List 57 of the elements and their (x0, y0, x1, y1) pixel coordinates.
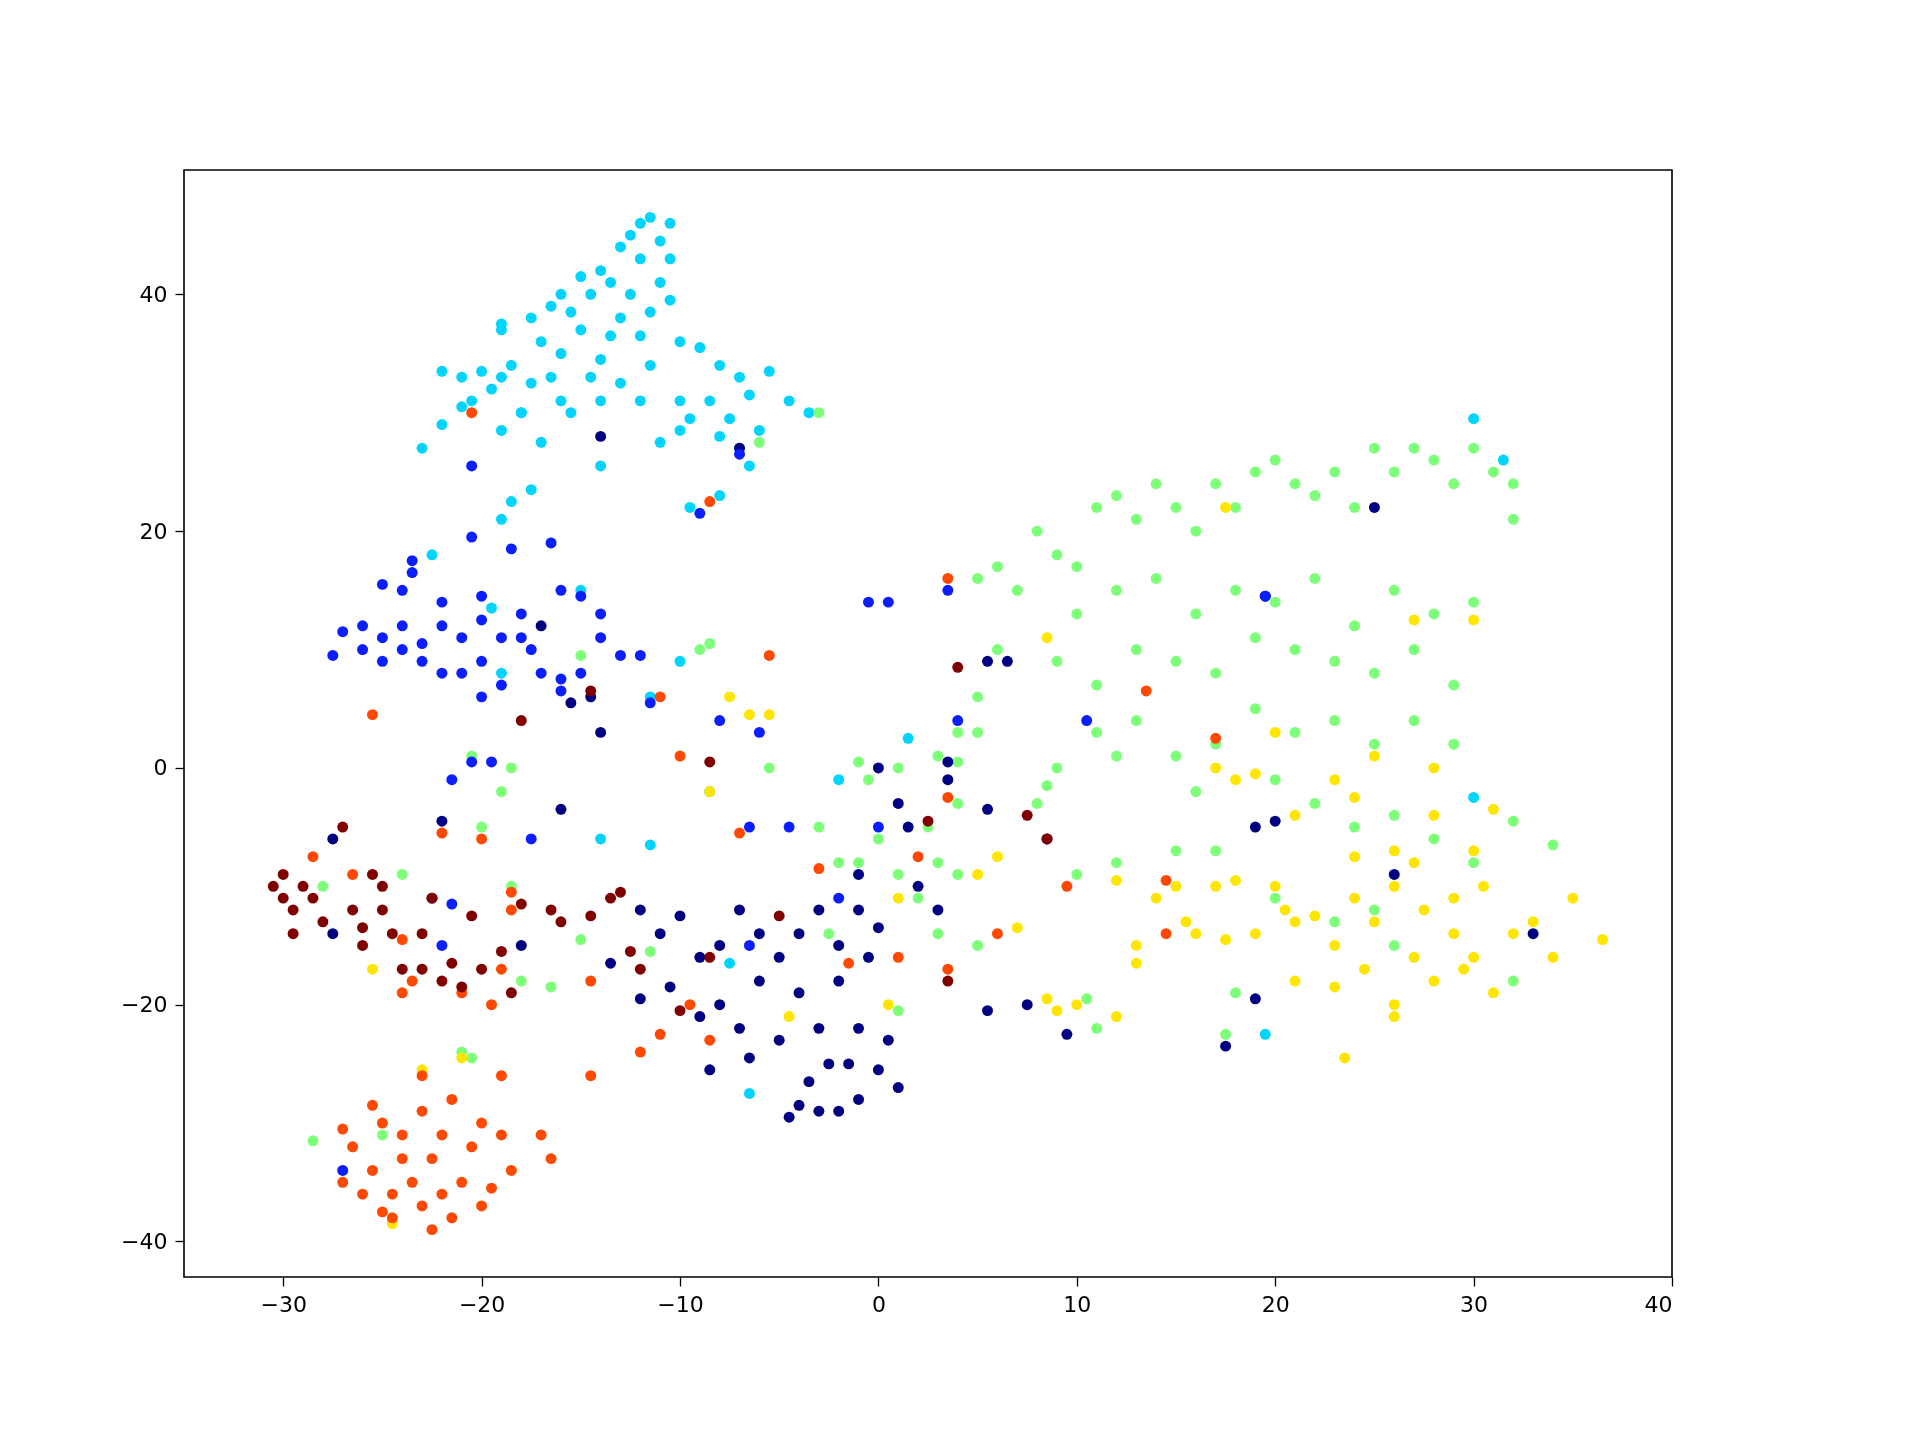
point (287, 904, 299, 916)
point (495, 945, 507, 957)
point (456, 981, 468, 993)
point (704, 951, 716, 963)
point (545, 904, 557, 916)
y-tick-label: 20 (139, 518, 168, 544)
x-tick-label: 40 (1644, 1291, 1673, 1317)
x-tick-label: −30 (260, 1291, 307, 1317)
point (585, 685, 597, 697)
y-tick-label: −20 (121, 992, 168, 1018)
point (555, 916, 567, 928)
point (505, 987, 517, 999)
y-tick-label: 0 (153, 755, 168, 781)
point (277, 868, 289, 880)
point (942, 975, 954, 987)
point (952, 661, 964, 673)
point (267, 880, 279, 892)
x-tick-label: 0 (871, 1291, 886, 1317)
point (317, 916, 329, 928)
point (307, 892, 319, 904)
y-tick-label: 40 (139, 281, 168, 307)
point (585, 910, 597, 922)
point (615, 886, 626, 898)
point (704, 756, 716, 768)
point (674, 1005, 686, 1017)
point (357, 922, 369, 934)
point (367, 868, 378, 880)
x-tick-label: −10 (657, 1291, 704, 1317)
point (436, 975, 448, 987)
point (466, 910, 478, 922)
point (287, 928, 299, 940)
x-tick-label: 20 (1261, 1291, 1290, 1317)
point (357, 940, 369, 951)
point (922, 815, 934, 827)
point (297, 880, 309, 892)
point (376, 904, 388, 916)
point (446, 957, 458, 969)
point (773, 910, 785, 922)
point (386, 928, 398, 940)
x-tick-label: −20 (458, 1291, 506, 1317)
y-tick-label: −40 (121, 1228, 168, 1254)
point (416, 963, 428, 975)
x-tick-label: 10 (1063, 1291, 1092, 1317)
point (1021, 809, 1033, 821)
point (605, 892, 617, 904)
point (624, 945, 636, 957)
point (347, 904, 359, 916)
point (476, 963, 488, 975)
point (634, 963, 646, 975)
point (376, 880, 388, 892)
point (337, 821, 349, 833)
point (396, 963, 408, 975)
point (515, 715, 527, 727)
point (416, 928, 428, 940)
point (515, 898, 527, 910)
x-tick-label: 30 (1460, 1291, 1489, 1317)
point (277, 892, 289, 904)
